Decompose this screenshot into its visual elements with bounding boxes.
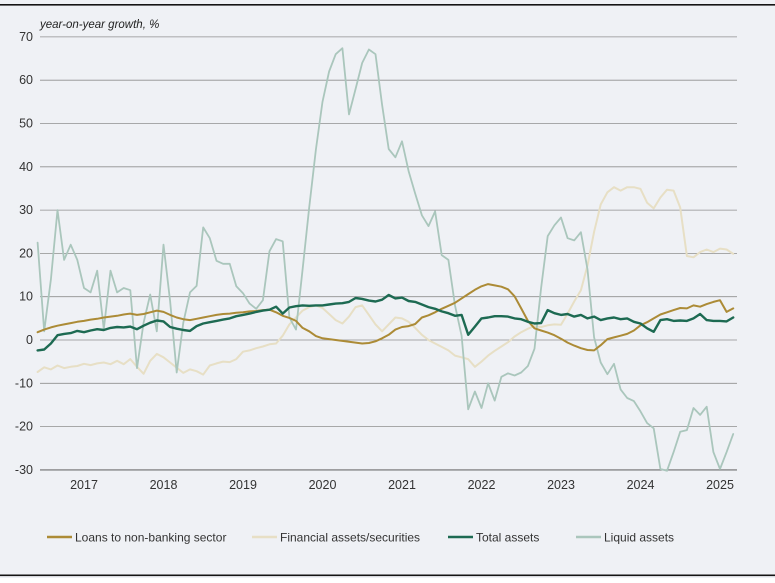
top-border-rule (0, 4, 775, 6)
x-axis-year-label: 2024 (627, 478, 655, 492)
series-line-financial-assets-securities (36, 186, 735, 376)
y-axis-tick-label: -30 (15, 463, 33, 477)
legend-label: Financial assets/securities (280, 531, 420, 545)
y-axis-tick-label: -10 (15, 376, 33, 390)
x-axis-year-label: 2025 (706, 478, 734, 492)
x-axis-year-label: 2020 (309, 478, 337, 492)
y-axis-tick-label: 70 (19, 30, 33, 44)
series-line-liquid-assets (36, 47, 735, 472)
legend-label: Total assets (476, 531, 539, 545)
y-axis-tick-label: -20 (15, 420, 33, 434)
x-axis-year-label: 2017 (70, 478, 98, 492)
y-axis-tick-label: 40 (19, 160, 33, 174)
chart-title: year-on-year growth, % (39, 19, 159, 31)
y-axis-tick-label: 30 (19, 203, 33, 217)
series-line-loans-to-non-banking-sector (36, 283, 735, 352)
y-axis-tick-label: 10 (19, 290, 33, 304)
x-axis-year-label: 2023 (547, 478, 575, 492)
y-axis-tick-label: 60 (19, 73, 33, 87)
bottom-border-rule (0, 574, 775, 577)
x-axis-year-label: 2021 (388, 478, 416, 492)
legend-label: Liquid assets (604, 531, 674, 545)
legend-label: Loans to non-banking sector (75, 531, 226, 545)
y-axis-tick-label: 0 (26, 333, 33, 347)
y-axis-tick-label: 50 (19, 117, 33, 131)
x-axis-year-label: 2018 (150, 478, 178, 492)
y-axis-tick-label: 20 (19, 246, 33, 260)
x-axis-year-label: 2022 (468, 478, 496, 492)
x-axis-year-label: 2019 (229, 478, 257, 492)
series-line-total-assets (36, 293, 735, 352)
